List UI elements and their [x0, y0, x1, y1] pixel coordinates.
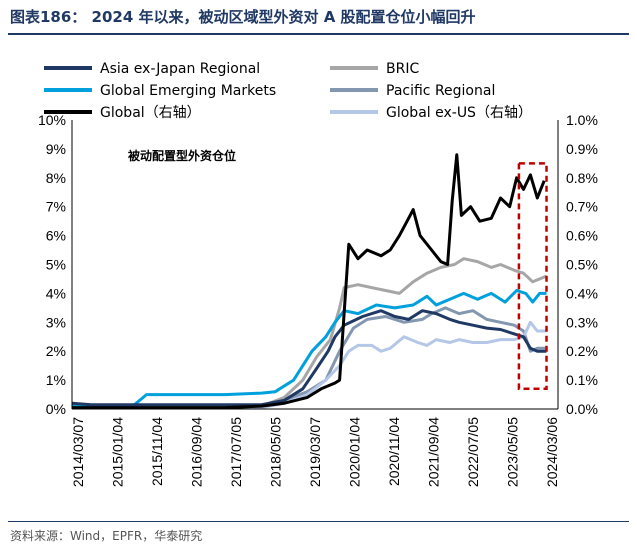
axes: [71, 120, 559, 410]
series-line: [71, 309, 547, 407]
y-left-tick-label: 4%: [46, 285, 66, 301]
chart-title: 图表186： 2024 年以来，被动区域型外资对 A 股配置仓位小幅回升: [10, 8, 476, 26]
legend-label: Global（右轴）: [100, 105, 201, 121]
legend-label: Global ex-US（右轴）: [386, 105, 532, 121]
x-tick-label: 2021/09/04: [426, 417, 442, 487]
x-tick-label: 2014/03/07: [70, 417, 86, 487]
y-right-tick-label: 0.3%: [566, 314, 598, 330]
x-tick-label: 2016/09/04: [189, 417, 205, 487]
series-line: [71, 289, 547, 408]
y-left-tick-label: 5%: [46, 257, 66, 273]
x-tick-label: 2024/03/06: [544, 417, 560, 487]
x-tick-label: 2020/01/04: [347, 417, 363, 487]
series-line: [71, 257, 548, 408]
legend-label: Asia ex-Japan Regional: [100, 61, 260, 77]
x-tick-label: 2020/11/04: [386, 417, 402, 486]
y-right-tick-label: 0.5%: [566, 257, 598, 273]
series-lines: [71, 153, 548, 410]
line-chart: 0% 1% 2% 3% 4% 5% 6% 7% 8% 9% 10% 0.0% 0.1% 0.2% 0.3%…: [38, 61, 598, 487]
title-rule: [8, 33, 629, 35]
y-left-tick-label: 8%: [46, 170, 66, 186]
source-rule: [8, 521, 629, 522]
y-left-tick-label: 3%: [46, 314, 66, 330]
y-right-tick-label: 0.0%: [566, 401, 598, 417]
legend-label: Global Emerging Markets: [100, 83, 276, 99]
y-axis-left-ticks: 0% 1% 2% 3% 4% 5% 6% 7% 8% 9% 10%: [38, 112, 66, 417]
y-right-tick-label: 0.2%: [566, 343, 598, 359]
y-axis-right-ticks: 0.0% 0.1% 0.2% 0.3% 0.4% 0.5% 0.6% 0.7% 0.8% 0.9%…: [566, 112, 598, 417]
x-tick-label: 2015/01/04: [110, 417, 126, 487]
x-tick-label: 2019/03/07: [307, 417, 323, 487]
y-left-tick-label: 6%: [46, 228, 66, 244]
x-tick-label: 2015/11/04: [149, 417, 165, 486]
legend-label: Pacific Regional: [386, 83, 495, 99]
y-right-tick-label: 0.9%: [566, 141, 598, 157]
y-right-tick-label: 0.7%: [566, 199, 598, 215]
x-axis-ticks: 2014/03/07 2015/01/04 2015/11/04 2016/09/04…: [70, 417, 560, 487]
x-tick-label: 2022/07/05: [465, 417, 481, 487]
y-right-tick-label: 0.6%: [566, 228, 598, 244]
y-right-tick-label: 0.1%: [566, 372, 598, 388]
y-right-tick-label: 1.0%: [566, 112, 598, 128]
highlight-box: [517, 162, 548, 391]
y-left-tick-label: 7%: [46, 199, 66, 215]
y-left-tick-label: 9%: [46, 141, 66, 157]
chart-annotation: 被动配置型外资仓位: [128, 148, 236, 163]
x-tick-label: 2023/05/05: [505, 417, 521, 487]
y-right-tick-label: 0.8%: [566, 170, 598, 186]
source-note: 资料来源：Wind，EPFR，华泰研究: [10, 529, 203, 543]
y-left-tick-label: 2%: [46, 343, 66, 359]
y-left-tick-label: 0%: [46, 401, 66, 417]
y-right-tick-label: 0.4%: [566, 285, 598, 301]
x-tick-label: 2017/07/05: [228, 417, 244, 487]
x-tick-label: 2018/05/05: [268, 417, 284, 487]
legend: Asia ex-Japan Regional BRIC Global Emergin…: [44, 61, 532, 121]
y-left-tick-label: 1%: [46, 372, 66, 388]
y-left-tick-label: 10%: [38, 112, 66, 128]
legend-label: BRIC: [386, 61, 419, 77]
series-line: [72, 153, 546, 410]
